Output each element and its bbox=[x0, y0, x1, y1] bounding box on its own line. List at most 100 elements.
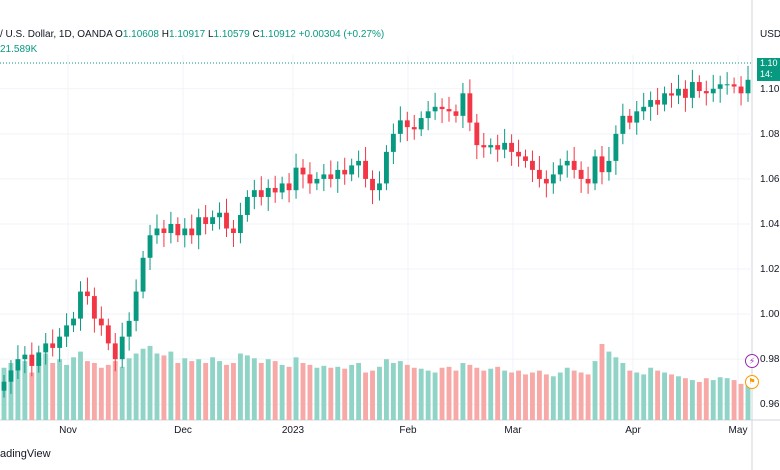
y-tick-label: 1.02 bbox=[760, 264, 780, 275]
volume-bar bbox=[140, 348, 146, 420]
volume-bar bbox=[710, 380, 716, 420]
candle-body bbox=[390, 133, 396, 152]
candle-body bbox=[349, 165, 355, 175]
volume-bar bbox=[523, 374, 528, 420]
candle-body bbox=[258, 190, 264, 197]
volume-bar bbox=[91, 363, 97, 420]
candle-body bbox=[696, 82, 702, 92]
candle-body bbox=[175, 223, 181, 236]
volume-bar bbox=[564, 367, 570, 420]
candle-body bbox=[710, 88, 716, 94]
candle-body bbox=[703, 91, 709, 94]
candle-body bbox=[314, 178, 320, 184]
volume-bar bbox=[613, 357, 619, 420]
volume-bar bbox=[696, 382, 702, 420]
change-value: +0.00304 (+0.27%) bbox=[298, 29, 385, 40]
volume-bar bbox=[641, 374, 647, 420]
volume-bar bbox=[133, 353, 139, 420]
volume-bar bbox=[460, 363, 466, 420]
volume-bar bbox=[29, 372, 35, 420]
lightning-icon[interactable]: ⚡ bbox=[745, 354, 759, 368]
candle-body bbox=[578, 169, 584, 179]
volume-bar bbox=[22, 361, 28, 420]
candle-body bbox=[460, 93, 466, 116]
candle-body bbox=[627, 115, 633, 123]
volume-bar bbox=[453, 370, 459, 420]
volume-bar bbox=[488, 368, 494, 420]
y-tick-label: 1.08 bbox=[760, 129, 780, 140]
low-value: 1.10579 bbox=[213, 29, 250, 40]
candle-body bbox=[571, 160, 577, 170]
flag-icon[interactable]: ⚑ bbox=[745, 375, 759, 389]
symbol-legend: / U.S. Dollar, 1D, OANDA O1.10608 H1.109… bbox=[0, 29, 384, 40]
volume-bar bbox=[418, 368, 424, 420]
volume-bar bbox=[404, 364, 410, 420]
volume-bar bbox=[530, 372, 535, 420]
candle-body bbox=[634, 111, 640, 123]
candle-body bbox=[536, 169, 542, 179]
volume-bar bbox=[189, 361, 195, 420]
volume-bar bbox=[85, 361, 90, 420]
volume-bar bbox=[161, 355, 167, 420]
volume-bar bbox=[105, 364, 111, 420]
volume-bar bbox=[119, 366, 125, 420]
candle-body bbox=[439, 106, 445, 110]
candle-body bbox=[662, 93, 667, 105]
candle-body bbox=[244, 196, 250, 215]
candle-body bbox=[126, 320, 132, 337]
candle-body bbox=[85, 291, 90, 297]
volume-bar bbox=[112, 361, 118, 420]
volume-bar bbox=[36, 358, 42, 420]
candle-body bbox=[189, 228, 195, 236]
candle-body bbox=[620, 115, 626, 134]
volume-bar bbox=[279, 364, 285, 420]
candle-body bbox=[286, 183, 292, 191]
x-tick-label: Apr bbox=[625, 425, 641, 436]
volume-bar bbox=[411, 367, 417, 420]
candle-body bbox=[397, 120, 403, 134]
volume-bar bbox=[662, 372, 667, 420]
x-tick-label: May bbox=[729, 425, 748, 436]
volume-bar bbox=[432, 372, 438, 420]
volume-bar bbox=[335, 366, 341, 420]
volume-bar bbox=[182, 358, 188, 420]
volume-bar bbox=[606, 351, 612, 420]
volume-bar bbox=[738, 383, 744, 420]
candle-body bbox=[182, 228, 188, 236]
candle-body bbox=[342, 169, 348, 175]
candle-body bbox=[57, 336, 63, 348]
candle-body bbox=[425, 111, 431, 119]
close-label: C bbox=[252, 29, 260, 40]
volume-bar bbox=[203, 363, 209, 420]
volume-bar bbox=[286, 366, 292, 420]
y-tick-label: 0.98 bbox=[760, 354, 780, 365]
x-tick-label: Mar bbox=[504, 425, 522, 436]
volume-bar bbox=[210, 357, 216, 420]
candle-body bbox=[516, 151, 521, 157]
candle-body bbox=[1, 381, 7, 391]
volume-bar bbox=[196, 359, 202, 420]
candle-body bbox=[495, 145, 501, 150]
brand-logo-text: adingView bbox=[0, 448, 51, 460]
open-value: 1.10608 bbox=[122, 29, 159, 40]
candle-body bbox=[43, 343, 49, 353]
countdown-value: 14: bbox=[760, 69, 773, 79]
candle-body bbox=[648, 100, 654, 107]
volume-bar bbox=[536, 370, 542, 420]
volume-bar bbox=[293, 357, 299, 420]
candle-body bbox=[613, 133, 619, 161]
volume-bar bbox=[224, 364, 229, 420]
candle-body bbox=[446, 109, 452, 112]
candle-body bbox=[328, 174, 334, 179]
volume-bar bbox=[599, 344, 605, 420]
volume-bar bbox=[724, 378, 730, 420]
candle-body bbox=[557, 165, 563, 175]
candle-body bbox=[689, 82, 695, 98]
candle-body bbox=[210, 217, 216, 224]
volume-bar bbox=[50, 363, 56, 420]
candle-body bbox=[237, 214, 243, 233]
candle-body bbox=[717, 84, 723, 89]
y-tick-label: 1.04 bbox=[760, 219, 780, 230]
candle-body bbox=[655, 100, 661, 105]
